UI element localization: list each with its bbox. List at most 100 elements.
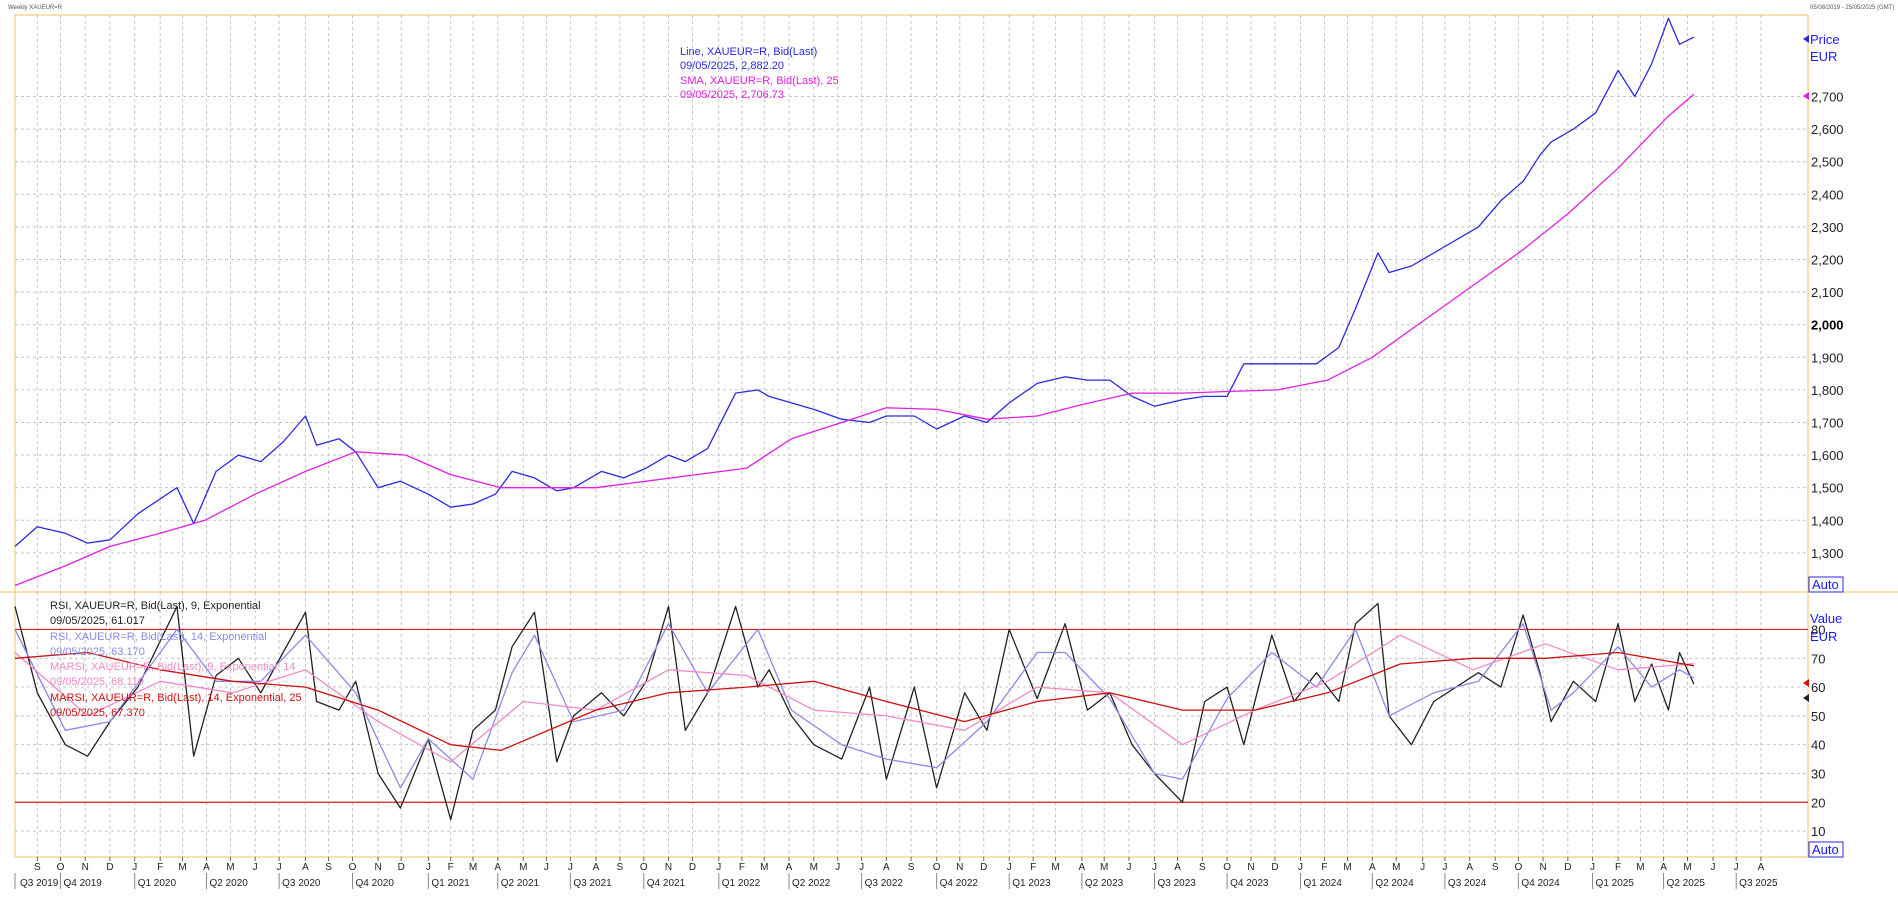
rsi-y-tick-label: 30 xyxy=(1811,766,1825,781)
x-month-label: O xyxy=(640,862,648,873)
x-month-label: J xyxy=(1734,862,1739,873)
price-legend-value-2: 09/05/2025, 2,706.73 xyxy=(680,89,784,101)
price-y-tick-label: 2,300 xyxy=(1811,220,1844,235)
x-month-label: S xyxy=(1492,862,1499,873)
x-month-label: D xyxy=(1564,862,1571,873)
x-quarter-label: Q3 2025 xyxy=(1739,878,1778,889)
x-month-label: J xyxy=(1590,862,1595,873)
x-quarter-label: Q4 2024 xyxy=(1521,878,1560,889)
price-auto-button[interactable]: Auto xyxy=(1808,576,1844,593)
x-quarter-label: Q1 2020 xyxy=(138,878,177,889)
x-month-label: A xyxy=(1369,862,1376,873)
x-month-label: J xyxy=(859,862,864,873)
price-y-tick-label: 1,900 xyxy=(1811,350,1844,365)
x-quarter-label: Q3 2022 xyxy=(865,878,904,889)
x-month-label: M xyxy=(226,862,234,873)
x-quarter-label: Q1 2021 xyxy=(431,878,470,889)
x-quarter-label: Q4 2020 xyxy=(356,878,395,889)
x-month-label: M xyxy=(1343,862,1351,873)
rsi-legend-line-2: RSI, XAUEUR=R, Bid(Last), 14, Exponentia… xyxy=(50,631,267,643)
price-y-tick-label: 1,600 xyxy=(1811,448,1844,463)
rsi-legend: RSI, XAUEUR=R, Bid(Last), 9, Exponential… xyxy=(50,600,302,719)
x-month-label: J xyxy=(1420,862,1425,873)
x-month-label: M xyxy=(1100,862,1108,873)
x-month-label: A xyxy=(203,862,210,873)
price-series-line-1 xyxy=(14,17,1695,547)
x-month-label: A xyxy=(786,862,793,873)
rsi-grid xyxy=(15,592,1808,857)
rsi-y-tick-label: 80 xyxy=(1811,622,1825,637)
x-quarter-label: Q1 2023 xyxy=(1012,878,1051,889)
x-month-label: A xyxy=(1079,862,1086,873)
price-y-tick-label: 2,000 xyxy=(1811,318,1844,333)
x-month-label: S xyxy=(325,862,332,873)
price-y-tick-label: 1,700 xyxy=(1811,415,1844,430)
rsi-y-tick-label: 50 xyxy=(1811,709,1825,724)
x-quarter-label: Q4 2021 xyxy=(647,878,686,889)
rsi-legend-line-1: RSI, XAUEUR=R, Bid(Last), 9, Exponential xyxy=(50,600,261,612)
x-month-label: J xyxy=(568,862,573,873)
price-y-tick-label: 2,700 xyxy=(1811,89,1844,104)
x-month-label: F xyxy=(1615,862,1621,873)
x-month-label: J xyxy=(132,862,137,873)
price-y-tick-label: 1,400 xyxy=(1811,513,1844,528)
x-month-label: N xyxy=(956,862,963,873)
rsi-series-group xyxy=(14,602,1695,821)
price-auto-label: Auto xyxy=(1812,577,1839,592)
rsi-legend-value-2: 09/05/2025, 63.170 xyxy=(50,646,145,658)
x-month-label: O xyxy=(349,862,357,873)
x-month-label: M xyxy=(178,862,186,873)
x-month-label: M xyxy=(1392,862,1400,873)
x-quarter-label: Q3 2023 xyxy=(1157,878,1196,889)
rsi-y-tick-label: 60 xyxy=(1811,680,1825,695)
x-quarter-label: Q2 2022 xyxy=(792,878,831,889)
price-legend: Line, XAUEUR=R, Bid(Last) 09/05/2025, 2,… xyxy=(680,46,839,101)
x-quarter-label: Q2 2021 xyxy=(501,878,540,889)
x-month-label: S xyxy=(617,862,624,873)
x-quarter-label: Q4 2019 xyxy=(63,878,102,889)
x-quarter-label: Q1 2024 xyxy=(1304,878,1343,889)
rsi-last-marker xyxy=(1803,694,1809,702)
price-series-line-2 xyxy=(14,93,1695,587)
x-month-label: J xyxy=(253,862,258,873)
rsi-y-tick-label: 20 xyxy=(1811,795,1825,810)
x-month-label: M xyxy=(810,862,818,873)
x-quarter-label: Q3 2019 xyxy=(20,878,59,889)
x-month-label: F xyxy=(1321,862,1327,873)
price-y-tick-label: 1,300 xyxy=(1811,546,1844,561)
price-legend-line-1: Line, XAUEUR=R, Bid(Last) xyxy=(680,46,817,58)
x-month-label: F xyxy=(739,862,745,873)
x-month-label: O xyxy=(1223,862,1231,873)
price-y-tick-label: 1,800 xyxy=(1811,383,1844,398)
x-month-label: O xyxy=(933,862,941,873)
rsi-series-line-1 xyxy=(14,602,1695,821)
x-month-label: J xyxy=(1711,862,1716,873)
price-y-tick-label: 1,500 xyxy=(1811,481,1844,496)
x-month-label: D xyxy=(1271,862,1278,873)
x-quarter-label: Q2 2023 xyxy=(1085,878,1124,889)
x-quarter-label: Q2 2020 xyxy=(210,878,249,889)
chart-header-title: Weekly XAUEUR=R xyxy=(8,5,63,11)
x-month-label: M xyxy=(1636,862,1644,873)
rsi-legend-line-3: MARSI, XAUEUR=R, Bid(Last), 9, Exponenti… xyxy=(50,661,295,673)
x-month-label: J xyxy=(1298,862,1303,873)
price-y-tick-label: 2,600 xyxy=(1811,122,1844,137)
x-quarter-label: Q4 2023 xyxy=(1230,878,1269,889)
x-month-label: S xyxy=(1199,862,1206,873)
rsi-auto-button[interactable]: Auto xyxy=(1808,841,1844,858)
x-month-label: A xyxy=(1660,862,1667,873)
x-month-label: A xyxy=(1174,862,1181,873)
x-quarter-label: Q3 2024 xyxy=(1448,878,1487,889)
rsi-legend-value-4: 09/05/2025, 67.370 xyxy=(50,707,145,719)
x-month-label: O xyxy=(1514,862,1522,873)
x-month-label: A xyxy=(302,862,309,873)
x-month-label: S xyxy=(34,862,41,873)
rsi-legend-line-4: MARSI, XAUEUR=R, Bid(Last), 14, Exponent… xyxy=(50,692,302,704)
rsi-y-axis: 10 20 30 40 50 60 70 80 xyxy=(1811,622,1825,839)
x-month-label: J xyxy=(1126,862,1131,873)
x-month-label: D xyxy=(689,862,696,873)
x-month-label: D xyxy=(980,862,987,873)
x-quarter-label: Q4 2022 xyxy=(940,878,979,889)
x-month-label: A xyxy=(593,862,600,873)
